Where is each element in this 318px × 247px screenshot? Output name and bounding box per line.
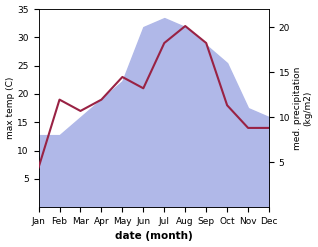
Y-axis label: med. precipitation
(kg/m2): med. precipitation (kg/m2) [293, 66, 313, 150]
X-axis label: date (month): date (month) [115, 231, 193, 242]
Y-axis label: max temp (C): max temp (C) [5, 77, 15, 139]
